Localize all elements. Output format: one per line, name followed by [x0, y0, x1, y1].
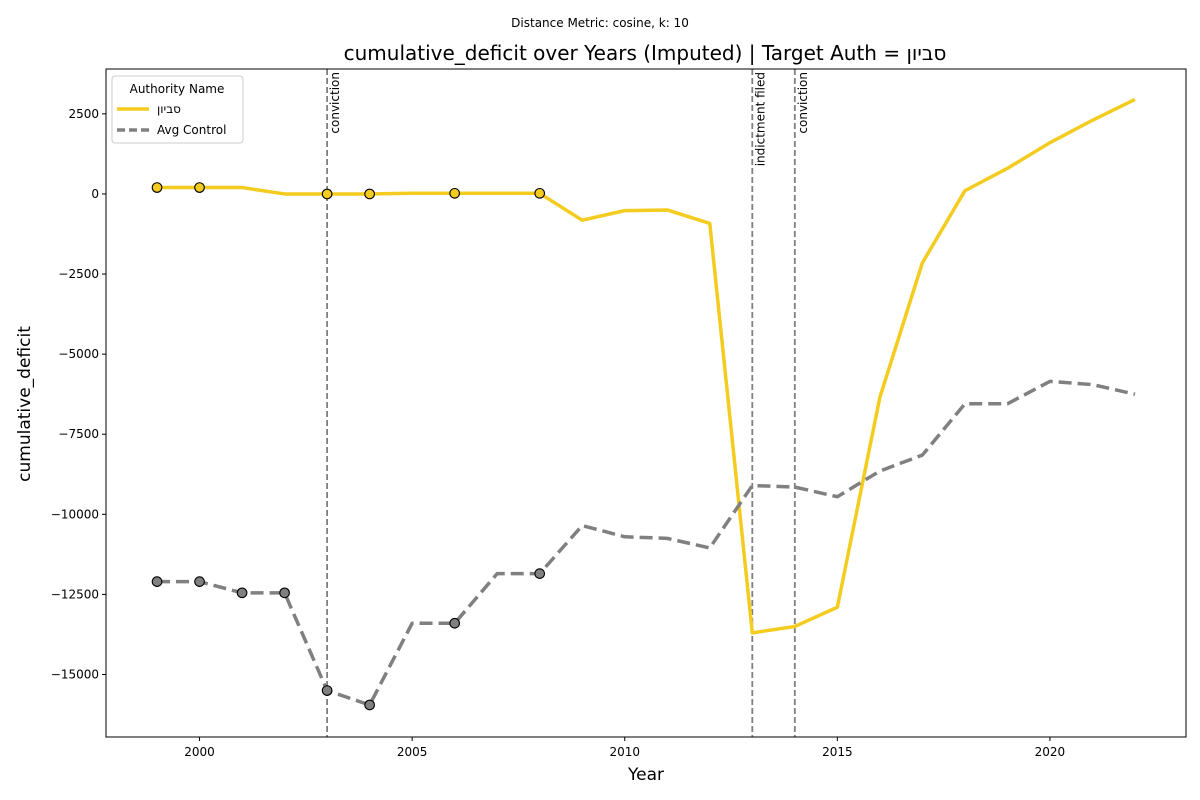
- y-tick-label-5: −10000: [51, 507, 99, 521]
- x-tick-label-4: 2020: [1035, 745, 1066, 759]
- y-tick-label-6: −12500: [51, 587, 99, 601]
- legend-label-0: סביון: [157, 102, 181, 116]
- legend-box: [111, 75, 244, 144]
- legend-title: Authority Name: [130, 82, 225, 96]
- series-1-point-0: [151, 576, 163, 587]
- series-0-point-5: [534, 187, 546, 199]
- x-axis-label: Year: [627, 765, 664, 785]
- x-tick-label-0: 2000: [184, 745, 215, 759]
- y-axis-label: cumulative_deficit: [15, 326, 35, 482]
- series-1-point-2: [236, 587, 248, 599]
- axes-frame: [105, 68, 1187, 738]
- series-line-0: [157, 97, 1136, 635]
- series-1-point-5: [364, 699, 375, 711]
- x-tick-label-3: 2015: [822, 745, 853, 759]
- event-label-0: conviction: [328, 72, 342, 134]
- series-1-point-1: [194, 576, 205, 587]
- event-label-2: conviction: [796, 72, 810, 134]
- series-0-point-2: [321, 188, 333, 200]
- plot-area: conviction indictment filed conviction: [151, 69, 1136, 737]
- series-1-point-7: [534, 568, 546, 579]
- legend-label-1: Avg Control: [157, 123, 226, 137]
- y-tick-label-3: −5000: [58, 347, 99, 361]
- y-tick-label-4: −7500: [58, 427, 99, 441]
- series-0-point-0: [151, 182, 163, 193]
- y-tick-label-7: −15000: [51, 668, 99, 682]
- y-tick-label-2: −2500: [58, 267, 99, 281]
- series-line-1: [157, 379, 1136, 707]
- y-tick-label-1: 0: [91, 187, 99, 201]
- series-0-point-1: [194, 182, 205, 193]
- series-1-point-4: [321, 685, 333, 696]
- series-0-point-3: [364, 188, 375, 200]
- x-tick-label-2: 2010: [609, 745, 640, 759]
- legend: Authority Name סביון Avg Control: [111, 75, 244, 144]
- event-label-1: indictment filed: [753, 72, 767, 166]
- y-axis: 2500 0 −2500 −5000 −7500 −10000 −12500 −15000: [51, 107, 106, 682]
- chart-suptitle: Distance Metric: cosine, k: 10: [511, 16, 689, 30]
- series-0-point-4: [449, 187, 461, 199]
- x-axis: 2000 2005 2010 2015 2020: [184, 737, 1065, 759]
- chart-title: cumulative_deficit over Years (Imputed) …: [344, 41, 947, 65]
- y-tick-label-0: 2500: [68, 107, 99, 121]
- series-1-point-3: [279, 587, 290, 599]
- series-1-point-6: [449, 617, 461, 629]
- x-tick-label-1: 2005: [397, 745, 428, 759]
